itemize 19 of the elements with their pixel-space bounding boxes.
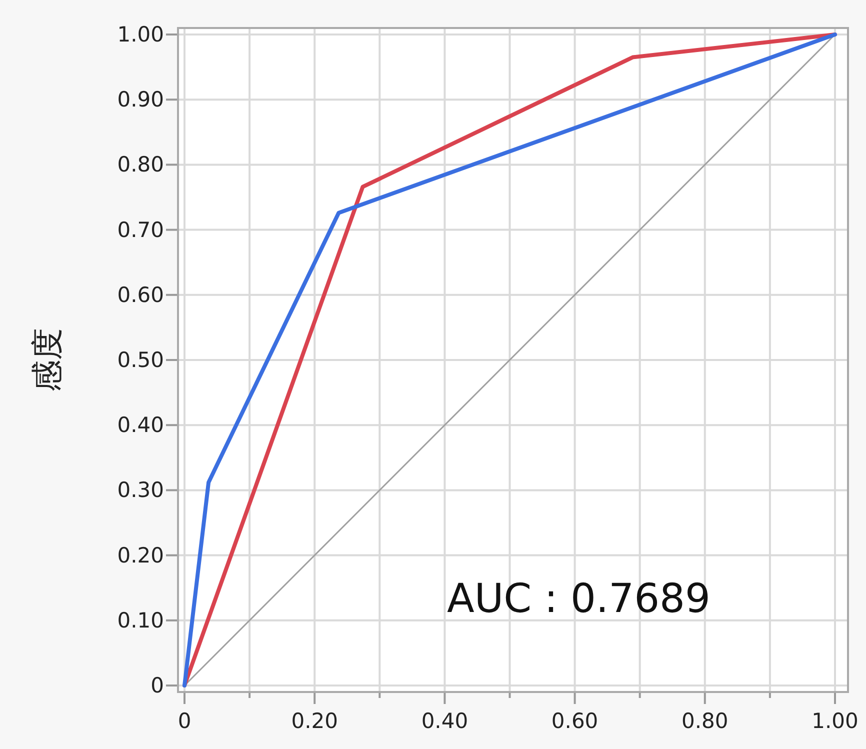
y-tick-label: 0.20: [117, 543, 164, 568]
y-tick-label: 1.00: [117, 22, 164, 47]
annotation: AUC : 0.7689: [447, 576, 710, 622]
y-tick-label: 0.80: [117, 152, 164, 177]
y-tick-label: 0.10: [117, 608, 164, 632]
y-tick-label: 0.30: [117, 478, 164, 502]
x-tick-label: 0.80: [682, 709, 728, 733]
x-tick-label: 0: [178, 709, 192, 733]
y-tick-label: 0.90: [117, 88, 164, 112]
y-axis-title: 感度: [28, 328, 66, 392]
x-tick-label: 1.00: [812, 709, 858, 733]
y-tick-label: 0.60: [117, 282, 164, 307]
y-tick-label: 0.40: [117, 413, 164, 438]
x-tick-label: 0.20: [291, 709, 338, 733]
y-tick-label: 0.70: [117, 218, 164, 242]
x-tick-label: 0.60: [551, 709, 598, 733]
x-tick-label: 0.40: [421, 709, 468, 733]
y-tick-label: 0.50: [117, 348, 164, 372]
y-tick-label: 0: [150, 673, 164, 698]
